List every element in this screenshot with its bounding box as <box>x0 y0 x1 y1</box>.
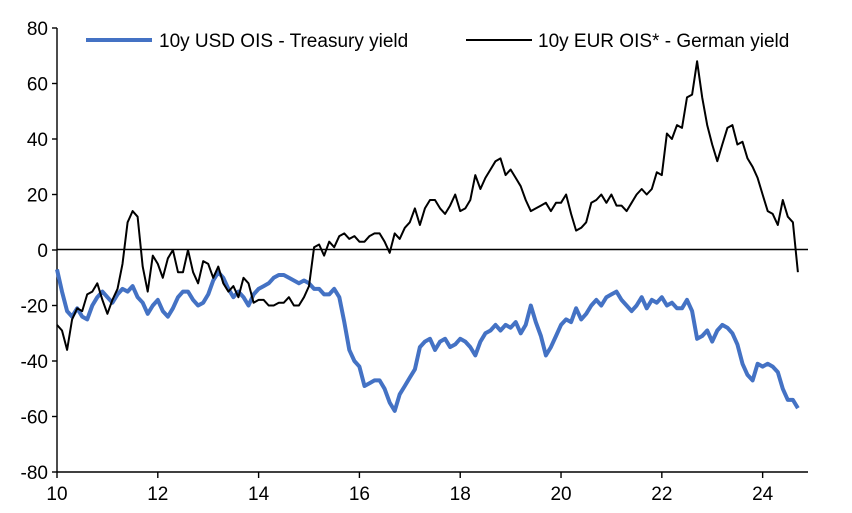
x-tick-label: 10 <box>46 484 67 505</box>
y-tick-label: -80 <box>21 463 48 484</box>
series-line-usd-ois-treasury <box>55 268 800 413</box>
y-tick-label: 80 <box>27 19 48 40</box>
x-tick-label: 20 <box>550 484 571 505</box>
series-line-eur-ois-german <box>56 60 799 351</box>
x-tick-label: 14 <box>248 484 270 505</box>
y-tick-label: 40 <box>27 130 48 151</box>
x-ticks: 10 12 14 16 18 20 22 24 <box>46 472 774 505</box>
y-tick-label: -20 <box>21 297 48 318</box>
x-tick-label: 24 <box>752 484 774 505</box>
x-tick-label: 18 <box>450 484 471 505</box>
axes <box>56 28 808 473</box>
y-tick-label: 0 <box>37 241 48 262</box>
legend-label-eur: 10y EUR OIS* - German yield <box>538 31 789 52</box>
series-layer <box>55 60 800 413</box>
y-tick-label: 20 <box>27 186 48 207</box>
x-tick-label: 12 <box>147 484 168 505</box>
y-tick-label: 60 <box>27 75 48 96</box>
legend-label-usd: 10y USD OIS - Treasury yield <box>159 31 408 52</box>
x-tick-label: 16 <box>349 484 370 505</box>
y-ticks: 80 60 40 20 0 -20 -40 -60 -80 <box>21 19 57 484</box>
y-tick-label: -40 <box>21 352 48 373</box>
y-tick-label: -60 <box>21 408 48 429</box>
legend: 10y USD OIS - Treasury yield 10y EUR OIS… <box>86 31 789 52</box>
x-tick-label: 22 <box>651 484 672 505</box>
